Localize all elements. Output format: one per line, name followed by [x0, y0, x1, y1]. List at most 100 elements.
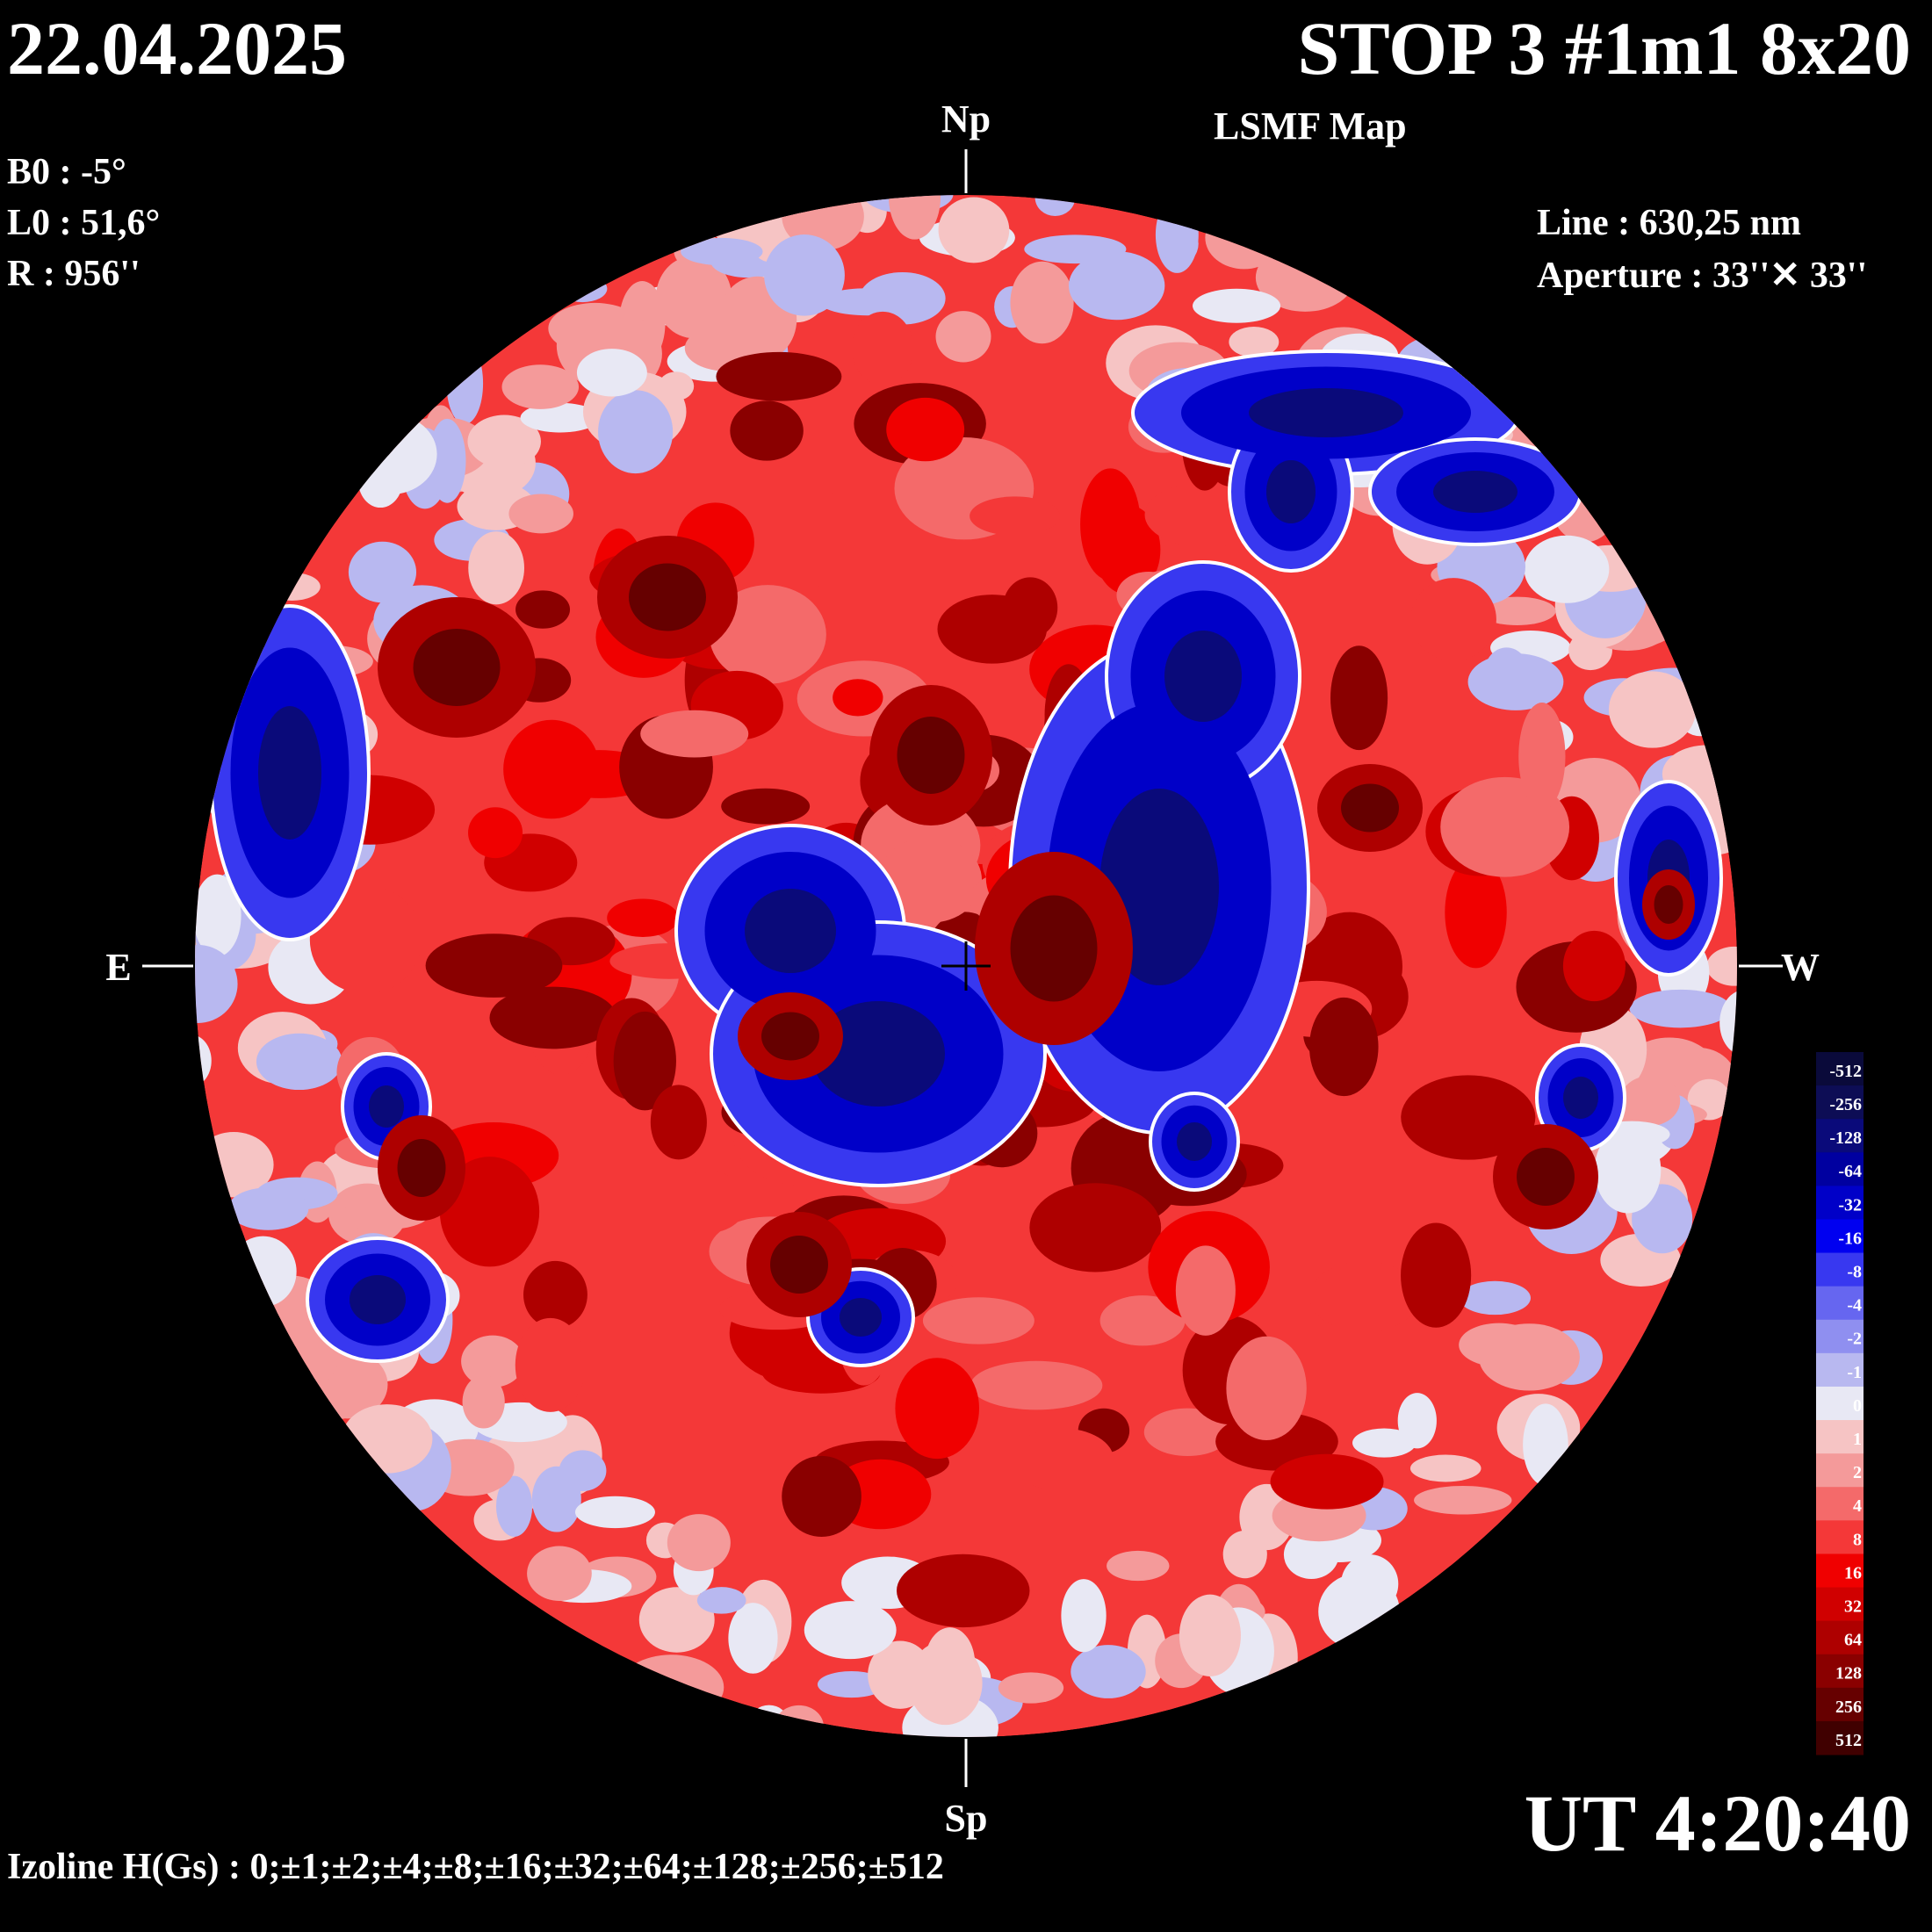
- field-region: [1409, 1454, 1481, 1482]
- field-region: [656, 256, 732, 339]
- colorbar-swatch: [1816, 1152, 1864, 1186]
- colorbar-label: 0: [1853, 1396, 1862, 1416]
- colorbar-label: 8: [1853, 1530, 1862, 1549]
- field-region: [462, 1375, 505, 1429]
- field-region: [640, 710, 749, 758]
- field-region: [1229, 327, 1280, 357]
- colorbar-label: 32: [1844, 1597, 1862, 1616]
- field-region: [413, 629, 501, 706]
- field-region: [1352, 1428, 1417, 1458]
- colorbar-swatch: [1816, 1554, 1864, 1589]
- l0-param: L0 : 51,6°: [7, 203, 161, 243]
- field-region: [895, 1358, 979, 1460]
- field-region: [998, 1672, 1064, 1704]
- colorbar-swatch: [1816, 1219, 1864, 1254]
- field-region: [227, 1187, 309, 1230]
- colorbar-swatch: [1816, 1420, 1864, 1454]
- field-region: [1143, 1408, 1231, 1457]
- ut-time: UT 4:20:40: [1524, 1778, 1911, 1868]
- field-region: [520, 402, 600, 433]
- field-region: [369, 1085, 404, 1128]
- colorbar-label: -512: [1829, 1062, 1862, 1081]
- field-region: [195, 874, 242, 957]
- field-region: [811, 1001, 945, 1107]
- field-region: [439, 1157, 540, 1267]
- field-region: [1071, 1645, 1146, 1698]
- field-region: [716, 351, 842, 401]
- colorbar-label: 256: [1835, 1698, 1862, 1717]
- field-region: [774, 1705, 824, 1737]
- field-region: [938, 197, 1010, 263]
- field-region: [1034, 195, 1076, 216]
- field-region: [1523, 1403, 1568, 1486]
- colorbar-swatch: [1816, 1252, 1864, 1287]
- field-region: [1164, 631, 1242, 722]
- colorbar-swatch: [1816, 1587, 1864, 1622]
- colorbar-swatch: [1816, 1453, 1864, 1488]
- colorbar-swatch: [1816, 1186, 1864, 1220]
- field-region: [761, 1012, 819, 1061]
- field-region: [922, 1297, 1034, 1344]
- colorbar-label: -8: [1847, 1263, 1862, 1282]
- field-region: [503, 719, 600, 819]
- colorbar-label: -2: [1847, 1330, 1862, 1349]
- field-region: [1341, 783, 1399, 833]
- colorbar-label: 128: [1835, 1664, 1862, 1683]
- west-label: W: [1781, 946, 1820, 989]
- field-region: [750, 1705, 789, 1737]
- colorbar: -512 -256 -128 -64 -32 -16 -8 -4 -2 -1 0 1 2 4 8 16 32 64…: [1816, 1052, 1864, 1755]
- field-region: [446, 342, 484, 425]
- field-region: [802, 491, 851, 589]
- field-region: [851, 311, 914, 386]
- field-region: [350, 1275, 406, 1324]
- colorbar-label: -32: [1838, 1195, 1862, 1215]
- colorbar-swatch: [1816, 1085, 1864, 1120]
- field-region: [840, 1298, 882, 1337]
- field-region: [1160, 223, 1199, 264]
- line-info: Line : 630,25 nm: [1537, 203, 1802, 243]
- colorbar-swatch: [1816, 1687, 1864, 1722]
- colorbar-swatch: [1816, 1487, 1864, 1521]
- field-region: [1629, 989, 1732, 1028]
- field-region: [925, 1627, 976, 1700]
- field-region: [1266, 460, 1316, 523]
- field-region: [1061, 1579, 1107, 1653]
- colorbar-label: -16: [1838, 1229, 1862, 1248]
- b0-param: B0 : -5°: [7, 152, 126, 192]
- colorbar-label: -256: [1829, 1095, 1862, 1114]
- colorbar-label: 2: [1853, 1463, 1862, 1482]
- field-region: [1099, 1295, 1186, 1346]
- colorbar-label: 16: [1844, 1563, 1862, 1582]
- field-region: [1080, 468, 1141, 581]
- field-region: [501, 364, 580, 409]
- field-region: [523, 1260, 588, 1329]
- field-region: [764, 234, 845, 316]
- colorbar-swatch: [1816, 1620, 1864, 1655]
- colorbar-swatch: [1816, 1720, 1864, 1755]
- map-title: STOP 3 #1m1 8x20: [1297, 6, 1911, 90]
- field-region: [1563, 1077, 1598, 1119]
- field-region: [1107, 1550, 1170, 1582]
- colorbar-swatch: [1816, 1386, 1864, 1421]
- colorbar-swatch: [1816, 1119, 1864, 1153]
- field-region: [1177, 1122, 1212, 1161]
- field-region: [574, 1496, 655, 1529]
- field-region: [256, 1033, 342, 1091]
- field-region: [1010, 895, 1098, 1002]
- field-region: [1249, 388, 1403, 437]
- field-region: [1341, 1554, 1399, 1613]
- colorbar-swatch: [1816, 1352, 1864, 1388]
- field-region: [576, 349, 647, 397]
- field-region: [1467, 653, 1564, 710]
- field-region: [1459, 1323, 1539, 1367]
- field-region: [709, 585, 826, 684]
- field-region: [897, 1554, 1030, 1628]
- field-region: [195, 944, 238, 1024]
- field-region: [650, 1085, 707, 1160]
- field-region: [1410, 578, 1496, 661]
- field-region: [1002, 577, 1058, 638]
- map-subtitle: LSMF Map: [1214, 105, 1407, 148]
- field-region: [1608, 671, 1697, 748]
- field-region: [1706, 946, 1737, 986]
- colorbar-swatch: [1816, 1052, 1864, 1086]
